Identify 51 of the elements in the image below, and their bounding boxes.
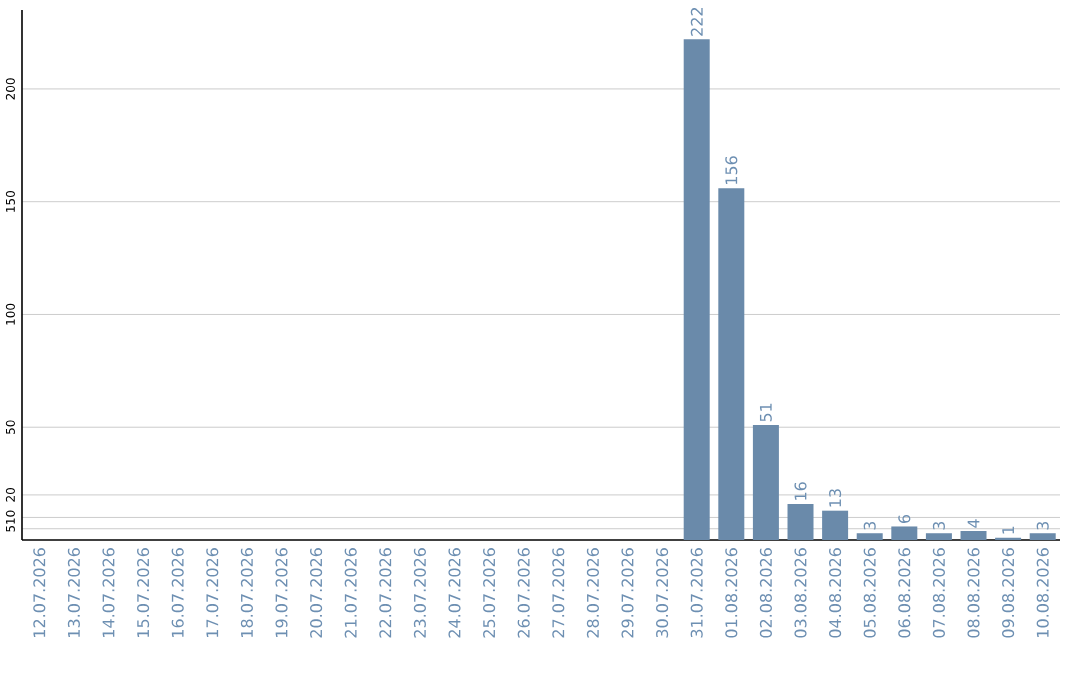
x-tick-label: 21.07.2026 — [344, 548, 357, 638]
x-tick-label: 09.08.2026 — [1002, 548, 1015, 638]
x-tick-label: 29.07.2026 — [621, 548, 634, 638]
x-tick-label: 06.08.2026 — [898, 548, 911, 638]
data-label: 16 — [794, 482, 807, 500]
data-label: 3 — [863, 521, 876, 530]
bar — [683, 39, 710, 540]
x-tick-label: 26.07.2026 — [517, 548, 530, 638]
x-tick-label: 31.07.2026 — [690, 548, 703, 638]
data-label: 4 — [967, 519, 980, 528]
x-tick-label: 01.08.2026 — [725, 548, 738, 638]
data-label: 156 — [725, 156, 738, 185]
x-tick-label: 12.07.2026 — [33, 548, 46, 637]
x-tick-label: 02.08.2026 — [759, 548, 772, 638]
x-tick-label: 25.07.2026 — [483, 548, 496, 638]
bar — [787, 503, 814, 540]
data-label: 222 — [690, 8, 703, 36]
bar — [718, 188, 745, 540]
data-label: 3 — [932, 521, 945, 530]
x-tick-label: 05.08.2026 — [863, 548, 876, 638]
x-tick-label: 24.07.2026 — [448, 548, 461, 638]
x-tick-label: 07.08.2026 — [932, 548, 945, 638]
x-tick-label: 20.07.2026 — [310, 548, 323, 638]
data-label: 3 — [1036, 521, 1049, 530]
bar — [822, 510, 849, 540]
x-tick-label: 19.07.2026 — [275, 548, 288, 637]
x-tick-label: 23.07.2026 — [413, 548, 426, 638]
x-tick-label: 04.08.2026 — [829, 548, 842, 638]
x-tick-label: 10.08.2026 — [1036, 548, 1049, 637]
x-tick-label: 22.07.2026 — [379, 548, 392, 638]
bar — [960, 530, 987, 540]
data-label: 6 — [898, 514, 911, 523]
data-label: 51 — [759, 403, 772, 422]
data-label: 13 — [829, 489, 842, 507]
x-tick-label: 18.07.2026 — [240, 548, 253, 637]
data-label: 1 — [1002, 526, 1014, 534]
x-tick-label: 28.07.2026 — [586, 548, 599, 638]
x-tick-label: 15.07.2026 — [137, 548, 150, 637]
bar — [925, 533, 952, 540]
x-tick-label: 27.07.2026 — [552, 548, 565, 638]
bar — [891, 526, 918, 540]
bar — [752, 424, 779, 540]
x-tick-label: 14.07.2026 — [102, 548, 115, 637]
x-tick-label: 30.07.2026 — [656, 548, 669, 638]
x-tick-label: 13.07.2026 — [67, 548, 80, 637]
x-tick-label: 16.07.2026 — [171, 548, 184, 637]
bar — [856, 533, 883, 540]
x-tick-label: 03.08.2026 — [794, 548, 807, 638]
x-tick-label: 17.07.2026 — [206, 548, 219, 637]
bar — [1029, 533, 1056, 540]
x-tick-label: 08.08.2026 — [967, 548, 980, 638]
